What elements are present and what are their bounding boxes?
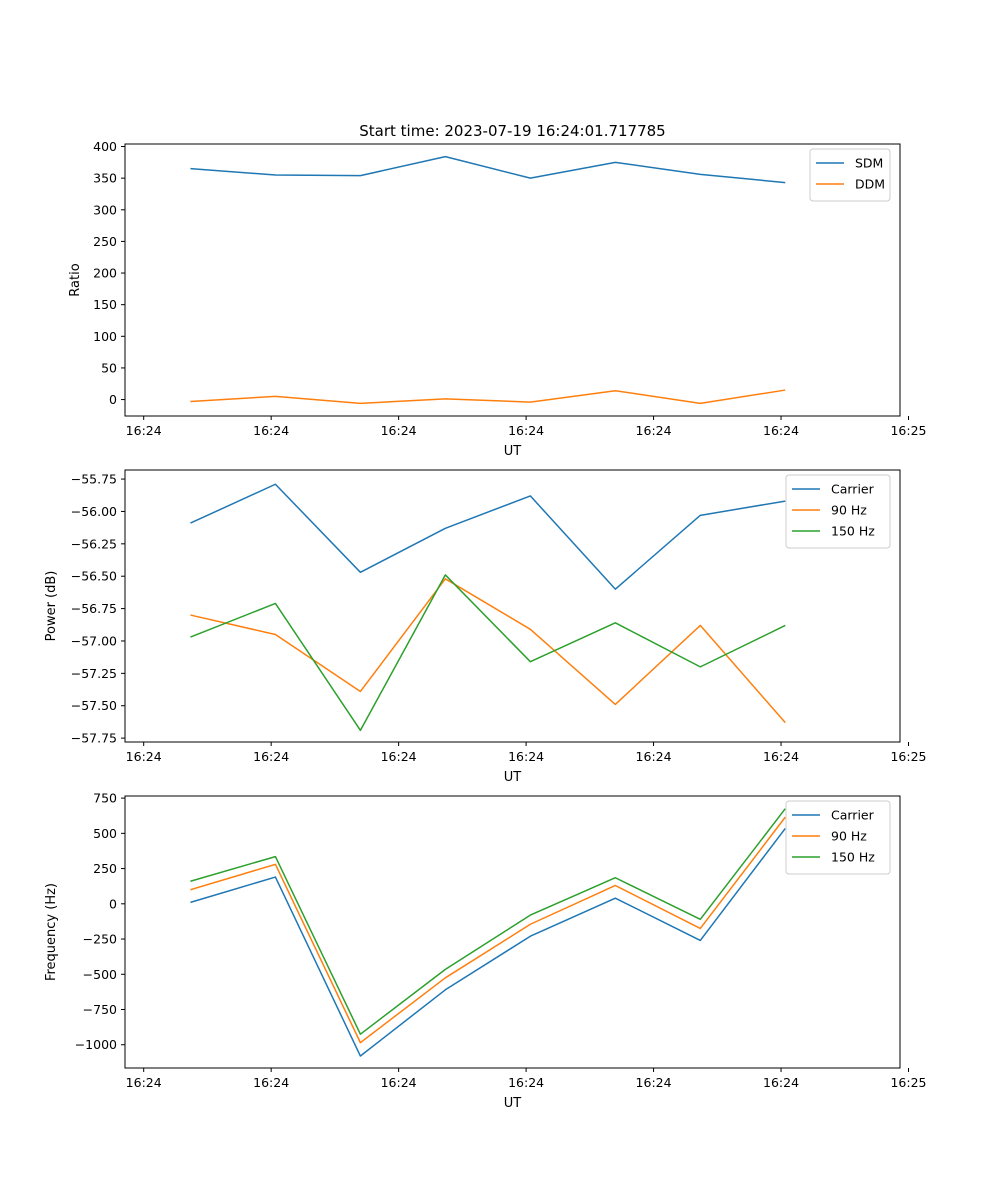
- power-series-90-hz-line: [190, 578, 786, 724]
- frequency-legend-label-90-hz: 90 Hz: [831, 829, 867, 844]
- power-axes-frame: [124, 469, 901, 743]
- power-y-tick-label: −57.75: [71, 731, 117, 746]
- power-y-tick-label: −57.50: [71, 698, 117, 713]
- power-y-tick-label: −57.25: [71, 666, 117, 681]
- frequency-legend-box: [785, 800, 891, 875]
- frequency-y-tick-label: 500: [93, 826, 117, 841]
- ratio-y-tick-label: 50: [101, 360, 117, 375]
- power-legend-label-90-hz: 90 Hz: [831, 503, 867, 518]
- power-x-tick-label: 16:24: [508, 749, 544, 764]
- frequency-x-tick-label: 16:24: [253, 1075, 289, 1090]
- power-x-tick-label: 16:24: [253, 749, 289, 764]
- ratio-x-tick-label: 16:24: [253, 423, 289, 438]
- frequency-x-tick-label: 16:24: [508, 1075, 544, 1090]
- ratio-y-axis-label: Ratio: [68, 263, 83, 296]
- ratio-y-tick-label: 100: [93, 329, 117, 344]
- power-x-tick-label: 16:24: [381, 749, 417, 764]
- ratio-y-tick-label: 150: [93, 297, 117, 312]
- ratio-x-tick-label: 16:24: [126, 423, 162, 438]
- frequency-legend-label-150-hz: 150 Hz: [831, 850, 875, 865]
- power-series-carrier-line: [190, 483, 786, 590]
- ratio-legend: SDM DDM: [809, 148, 891, 202]
- frequency-x-tick-label: 16:24: [126, 1075, 162, 1090]
- frequency-axes: 16:24 16:24 16:24 16:24 16:24 16:24 16:25 −1000…: [44, 791, 927, 1111]
- ratio-x-axis-label: UT: [504, 444, 522, 459]
- power-x-tick-label: 16:24: [636, 749, 672, 764]
- ratio-axes-frame: [124, 143, 901, 417]
- frequency-y-axis-label: Frequency (Hz): [44, 883, 59, 981]
- ratio-series-ddm-line: [190, 389, 786, 405]
- frequency-y-tick-label: 750: [93, 791, 117, 806]
- power-x-tick-label: 16:24: [763, 749, 799, 764]
- ratio-x-tick-label: 16:24: [508, 423, 544, 438]
- ratio-axes: 16:24 16:24 16:24 16:24 16:24 16:24 16:25 0 50 10…: [68, 139, 927, 459]
- power-y-tick-label: −56.50: [71, 569, 117, 584]
- ratio-y-tick-label: 0: [109, 392, 117, 407]
- frequency-x-tick-label: 16:24: [763, 1075, 799, 1090]
- ratio-y-tick-label: 300: [93, 202, 117, 217]
- power-x-tick-label: 16:24: [126, 749, 162, 764]
- power-y-axis-label: Power (dB): [44, 571, 59, 642]
- power-y-tick-label: −56.75: [71, 601, 117, 616]
- frequency-x-tick-label: 16:24: [636, 1075, 672, 1090]
- power-series-150-hz-line: [190, 574, 786, 732]
- frequency-y-tick-label: 250: [93, 861, 117, 876]
- frequency-x-tick-label: 16:24: [381, 1075, 417, 1090]
- ratio-x-tick-label: 16:24: [763, 423, 799, 438]
- ratio-y-tick-label: 250: [93, 234, 117, 249]
- power-x-tick-label: 16:25: [890, 749, 926, 764]
- frequency-series-150-hz-line: [190, 808, 786, 1035]
- frequency-x-tick-label: 16:25: [890, 1075, 926, 1090]
- power-y-tick-label: −56.00: [71, 504, 117, 519]
- frequency-y-tick-label: −250: [83, 932, 117, 947]
- frequency-legend: Carrier 90 Hz 150 Hz: [785, 800, 891, 875]
- frequency-series-carrier-line: [190, 827, 786, 1057]
- ratio-legend-label-ddm: DDM: [855, 177, 885, 192]
- frequency-y-tick-label: −750: [83, 1002, 117, 1017]
- frequency-legend-label-carrier: Carrier: [831, 808, 875, 823]
- ratio-x-tick-label: 16:25: [890, 423, 926, 438]
- ratio-x-tick-label: 16:24: [636, 423, 672, 438]
- frequency-x-axis-label: UT: [504, 1096, 522, 1111]
- power-legend-box: [785, 474, 891, 549]
- ratio-y-tick-label: 400: [93, 139, 117, 154]
- power-y-tick-label: −57.00: [71, 633, 117, 648]
- power-legend: Carrier 90 Hz 150 Hz: [785, 474, 891, 549]
- power-y-tick-label: −55.75: [71, 472, 117, 487]
- ratio-legend-label-sdm: SDM: [855, 156, 883, 171]
- power-x-axis-label: UT: [504, 770, 522, 785]
- ratio-series-sdm-line: [190, 155, 786, 184]
- frequency-y-tick-label: −1000: [75, 1037, 117, 1052]
- power-legend-label-150-hz: 150 Hz: [831, 524, 875, 539]
- figure-title: Start time: 2023-07-19 16:24:01.717785: [359, 122, 665, 140]
- ratio-y-tick-label: 350: [93, 171, 117, 186]
- ratio-legend-box: [809, 148, 891, 202]
- frequency-series-90-hz-line: [190, 816, 786, 1044]
- power-y-tick-label: −56.25: [71, 536, 117, 551]
- frequency-axes-frame: [124, 795, 901, 1069]
- frequency-y-tick-label: 0: [109, 896, 117, 911]
- ratio-x-tick-label: 16:24: [381, 423, 417, 438]
- power-axes: 16:24 16:24 16:24 16:24 16:24 16:24 16:25 −57.7…: [44, 469, 927, 785]
- power-legend-label-carrier: Carrier: [831, 482, 875, 497]
- ratio-y-tick-label: 200: [93, 266, 117, 281]
- frequency-y-tick-label: −500: [83, 967, 117, 982]
